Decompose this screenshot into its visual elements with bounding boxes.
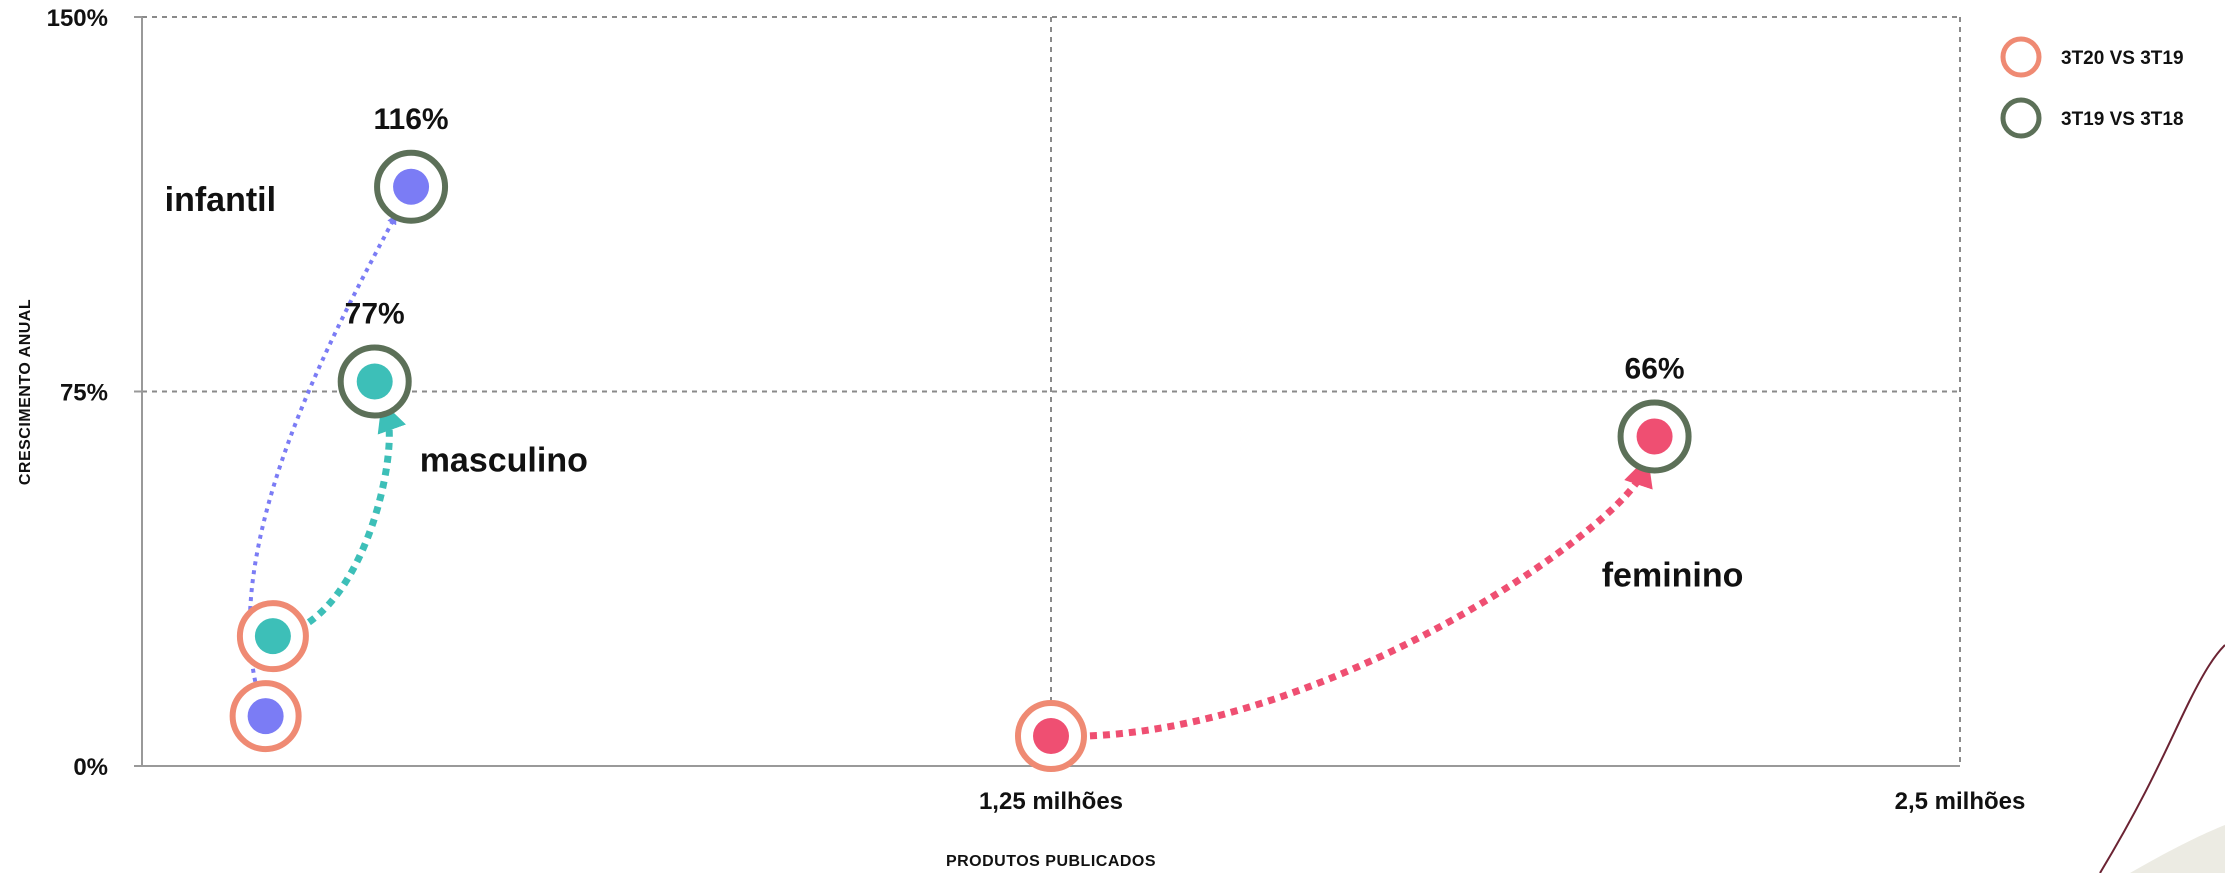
- arrow-masculino: [272, 401, 406, 640]
- point-feminino-3t20: [1033, 718, 1069, 755]
- point-feminino-3t19: [1636, 418, 1673, 455]
- gridlines: [142, 16, 1961, 766]
- legend-marker: [2000, 36, 2042, 78]
- decorative-corner-shape: [2130, 825, 2225, 873]
- arrow-feminino: [1050, 456, 1653, 740]
- legend-item: 3T20 VS 3T19: [2000, 36, 2184, 78]
- legend: 3T20 VS 3T19 3T19 VS 3T18: [2000, 36, 2184, 139]
- value-label: 116%: [374, 103, 449, 136]
- tick-labels: 0% 75% 150% 1,25 milhões 2,5 milhões: [47, 5, 2026, 815]
- legend-marker: [2000, 97, 2042, 139]
- category-label: infantil: [165, 181, 276, 219]
- y-axis-title: CRESCIMENTO ANUAL: [17, 299, 34, 485]
- point-masculino-3t20: [254, 618, 291, 655]
- x-tick-label: 2,5 milhões: [1895, 788, 2026, 815]
- x-tick-label: 1,25 milhões: [979, 788, 1123, 815]
- series-feminino: feminino 66%: [1015, 352, 1744, 773]
- value-label: 66%: [1625, 352, 1685, 385]
- legend-label: 3T20 VS 3T19: [2061, 48, 2184, 69]
- series-infantil: infantil 116%: [165, 103, 449, 753]
- series-masculino: masculino 77%: [236, 298, 588, 673]
- x-axis-title: PRODUTOS PUBLICADOS: [946, 853, 1156, 870]
- y-tick-label: 150%: [47, 5, 108, 32]
- point-masculino-3t19: [356, 363, 393, 400]
- category-label: masculino: [420, 442, 588, 480]
- category-label: feminino: [1602, 556, 1744, 594]
- value-label: 77%: [345, 298, 405, 331]
- legend-label: 3T19 VS 3T18: [2061, 109, 2184, 130]
- series-layer: infantil 116% masculino 77% feminino 66%: [165, 103, 1744, 773]
- point-infantil-3t20: [247, 698, 284, 735]
- decorative-corner-curve: [2099, 644, 2225, 873]
- point-infantil-3t19: [393, 168, 430, 205]
- legend-item: 3T19 VS 3T18: [2000, 97, 2184, 139]
- y-tick-label: 75%: [60, 380, 108, 407]
- y-tick-label: 0%: [73, 754, 108, 781]
